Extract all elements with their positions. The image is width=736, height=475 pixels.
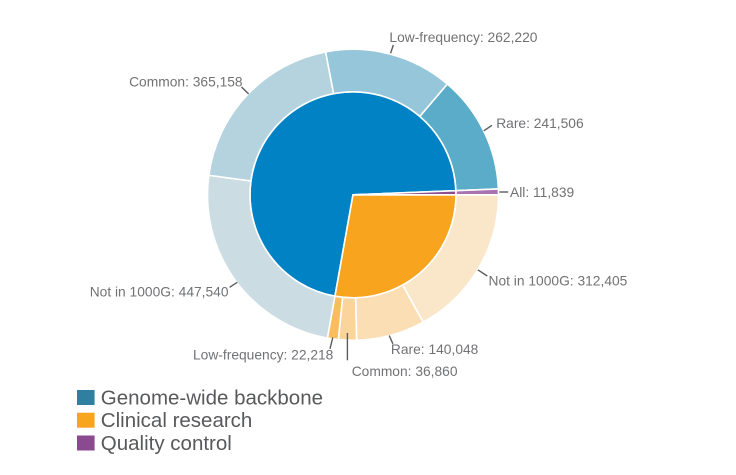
svg-text:Low-frequency: 22,218: Low-frequency: 22,218 — [193, 348, 334, 363]
svg-text:Quality control: Quality control — [101, 432, 232, 455]
svg-text:Common: 36,860: Common: 36,860 — [352, 364, 458, 379]
svg-text:All: 11,839: All: 11,839 — [510, 185, 575, 200]
svg-text:Clinical research: Clinical research — [101, 409, 253, 432]
svg-text:Rare: 241,506: Rare: 241,506 — [496, 116, 584, 131]
svg-text:Not in 1000G: 447,540: Not in 1000G: 447,540 — [90, 285, 229, 300]
svg-text:Not in 1000G: 312,405: Not in 1000G: 312,405 — [489, 274, 628, 289]
svg-text:Low-frequency: 262,220: Low-frequency: 262,220 — [389, 30, 537, 45]
svg-text:Rare: 140,048: Rare: 140,048 — [391, 342, 479, 357]
svg-text:Genome-wide backbone: Genome-wide backbone — [101, 386, 323, 409]
svg-text:Common: 365,158: Common: 365,158 — [129, 75, 243, 90]
